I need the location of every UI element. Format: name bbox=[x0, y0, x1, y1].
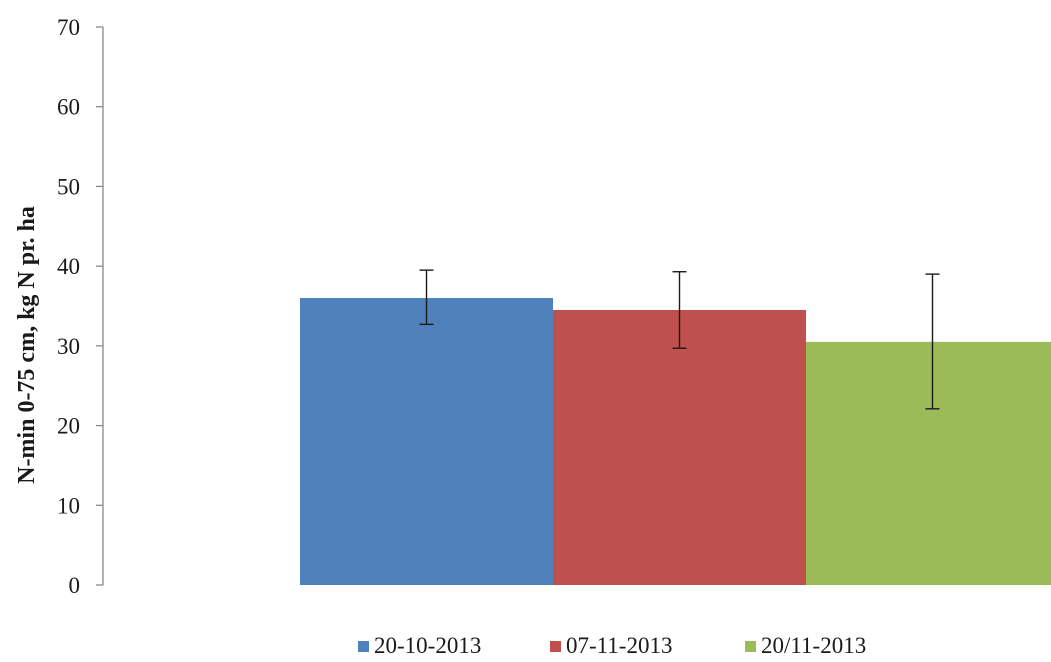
y-tick-label: 20 bbox=[57, 414, 80, 439]
y-axis-title: N-min 0-75 cm, kg N pr. ha bbox=[14, 206, 40, 484]
y-tick-label: 50 bbox=[57, 174, 80, 199]
legend: 20-10-2013 07-11-2013 20/11-2013 bbox=[358, 633, 866, 658]
legend-swatch-1 bbox=[358, 641, 369, 652]
bar-2 bbox=[553, 309, 806, 585]
bar-1 bbox=[300, 298, 553, 585]
y-tick-label: 60 bbox=[57, 95, 80, 120]
legend-swatch-3 bbox=[745, 641, 756, 652]
bar-3 bbox=[806, 341, 1051, 585]
y-axis: 0 10 20 30 40 50 60 70 bbox=[57, 15, 104, 598]
y-tick-label: 10 bbox=[57, 493, 80, 518]
legend-label-3: 20/11-2013 bbox=[761, 633, 866, 658]
legend-label-2: 07-11-2013 bbox=[566, 633, 672, 658]
y-tick-label: 40 bbox=[57, 254, 80, 279]
legend-swatch-2 bbox=[550, 641, 561, 652]
error-bars bbox=[419, 269, 940, 410]
y-tick-label: 30 bbox=[57, 334, 80, 359]
legend-label-1: 20-10-2013 bbox=[374, 633, 481, 658]
y-tick-label: 70 bbox=[57, 15, 80, 40]
y-tick-label: 0 bbox=[69, 573, 81, 598]
bars bbox=[300, 298, 1051, 585]
